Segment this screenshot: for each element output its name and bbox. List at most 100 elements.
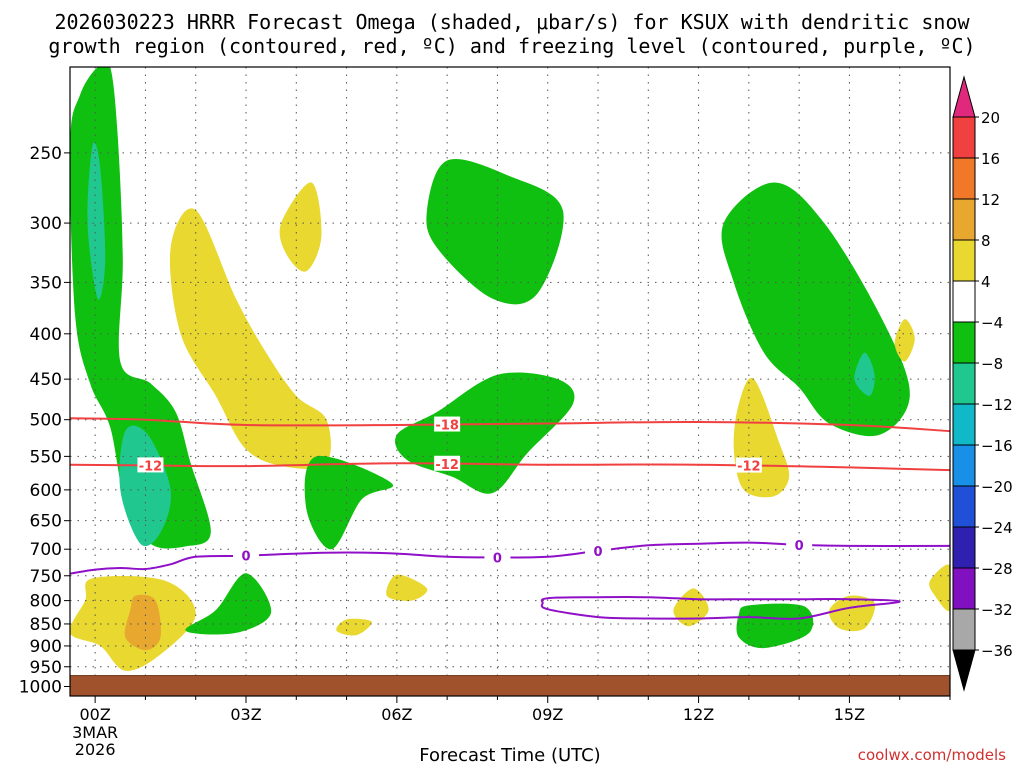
plot-frame <box>69 66 951 697</box>
colorbar-band-6 <box>952 362 976 405</box>
colorbar-band-4 <box>952 280 976 323</box>
colorbar-band-5 <box>952 321 976 364</box>
chart-title-line1: 2026030223 HRRR Forecast Omega (shaded, … <box>54 10 970 34</box>
colorbar-band-10 <box>952 526 976 569</box>
contour-label-2-1: 0 <box>493 551 502 566</box>
colorbar-label-12: −32 <box>981 601 1013 619</box>
contour-line-2 <box>70 541 950 575</box>
colorbar-label-7: −12 <box>981 396 1013 414</box>
y-tick-label-900: 900 <box>30 637 62 657</box>
y-tick-label-250: 250 <box>30 144 62 164</box>
y-tick-label-400: 400 <box>30 325 62 345</box>
y-tick-label-450: 450 <box>30 370 62 390</box>
x-tick-label-15Z: 15Z <box>834 705 865 724</box>
x-axis-label: Forecast Time (UTC) <box>419 745 601 766</box>
terrain <box>69 675 951 697</box>
omega-region-0 <box>70 67 211 549</box>
contour-lines: -18 -12 -12 -12 0 0 0 0 <box>70 416 950 620</box>
contour-line-3 <box>540 596 901 620</box>
colorbar-label-10: −24 <box>981 519 1013 537</box>
contour-label-bg-1-2 <box>735 457 762 473</box>
colorbar-band-7 <box>952 403 976 446</box>
colorbar-band-0 <box>952 116 976 159</box>
colorbar-label-1: 16 <box>981 150 1000 168</box>
omega-region-15 <box>336 618 372 636</box>
contour-label-bg-2-3 <box>786 536 813 552</box>
omega-region-13 <box>124 594 162 651</box>
omega-region-16 <box>386 574 428 601</box>
omega-region-14 <box>185 573 272 635</box>
colorbar-label-0: 20 <box>981 109 1000 127</box>
contour-label-1-2: -12 <box>737 460 761 475</box>
omega-region-5 <box>426 159 564 305</box>
contour-label-0-0: -18 <box>435 419 459 434</box>
contour-label-2-3: 0 <box>795 539 804 554</box>
y-tick-label-750: 750 <box>30 567 62 587</box>
y-tick-label-700: 700 <box>30 540 62 560</box>
colorbar-label-6: −8 <box>981 355 1003 373</box>
y-tick-label-650: 650 <box>30 512 62 532</box>
contour-label-1-0: -12 <box>139 459 163 474</box>
y-tick-label-300: 300 <box>30 214 62 234</box>
colorbar-band-9 <box>952 485 976 528</box>
colorbar-label-2: 12 <box>981 191 1000 209</box>
colorbar-band-1 <box>952 157 976 200</box>
omega-region-2 <box>119 425 171 547</box>
x-tick-label-12Z: 12Z <box>683 705 714 724</box>
x-tick-label-09Z: 09Z <box>532 705 563 724</box>
contour-label-1-1: -12 <box>435 458 459 473</box>
x-tick-label-03Z: 03Z <box>230 705 261 724</box>
contour-label-bg-2-0 <box>233 547 259 563</box>
contour-label-bg-2-1 <box>484 549 511 565</box>
contour-label-bg-2-2 <box>585 542 611 558</box>
colorbar-label-8: −16 <box>981 437 1013 455</box>
omega-region-9 <box>854 352 875 396</box>
colorbar-label-13: −36 <box>981 642 1013 660</box>
omega-region-20 <box>929 564 950 612</box>
contour-label-2-0: 0 <box>241 550 250 565</box>
colorbar-band-2 <box>952 198 976 241</box>
omega-region-19 <box>829 595 876 632</box>
colorbar-label-3: 8 <box>981 232 991 250</box>
credit-text: coolwx.com/models <box>857 746 1006 764</box>
y-tick-label-950: 950 <box>30 658 62 678</box>
omega-region-4 <box>279 182 322 272</box>
contour-label-2-2: 0 <box>593 545 602 560</box>
colorbar-label-5: −4 <box>981 314 1003 332</box>
y-tick-label-600: 600 <box>30 481 62 501</box>
y-axis: 2503003504004505005506006507007508008509… <box>19 144 70 697</box>
colorbar-label-9: −20 <box>981 478 1013 496</box>
chart-title-line2: growth region (contoured, red, ºC) and f… <box>48 34 976 58</box>
omega-region-3 <box>169 208 331 469</box>
omega-region-18 <box>736 603 814 649</box>
colorbar-cap-bottom <box>952 649 976 692</box>
y-tick-label-800: 800 <box>30 592 62 612</box>
contour-line-1 <box>70 462 950 472</box>
colorbar-band-8 <box>952 444 976 487</box>
y-tick-label-850: 850 <box>30 615 62 635</box>
y-tick-label-550: 550 <box>30 447 62 467</box>
contour-line-0 <box>70 417 950 433</box>
colorbar-band-3 <box>952 239 976 282</box>
x-tick-label-00Z: 00Z <box>79 705 110 724</box>
x-date-label-0: 3MAR <box>72 723 118 742</box>
omega-region-1 <box>87 142 106 300</box>
y-tick-label-350: 350 <box>30 273 62 293</box>
colorbar-label-4: 4 <box>981 273 991 291</box>
colorbar-band-11 <box>952 567 976 610</box>
colorbar: 20 16 12 8 4 −4 −8 −12 −16 −20 −24 −28 −32 −36 <box>952 75 1013 692</box>
y-tick-label-500: 500 <box>30 411 62 431</box>
colorbar-band-12 <box>952 608 976 651</box>
contour-label-bg-1-1 <box>434 455 461 471</box>
x-tick-label-06Z: 06Z <box>381 705 412 724</box>
colorbar-label-11: −28 <box>981 560 1013 578</box>
y-tick-label-1000: 1000 <box>19 677 62 697</box>
x-date-label-1: 2026 <box>75 740 116 759</box>
colorbar-cap-top <box>952 75 976 118</box>
contour-label-bg-1-0 <box>137 457 164 473</box>
omega-region-7 <box>304 455 394 550</box>
contour-label-bg-0-0 <box>434 416 461 432</box>
terrain-fill <box>69 675 951 697</box>
